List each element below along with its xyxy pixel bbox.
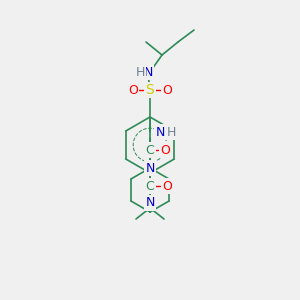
Text: O: O bbox=[128, 83, 138, 97]
Text: O: O bbox=[160, 143, 170, 157]
Text: H: H bbox=[135, 65, 145, 79]
Text: H: H bbox=[166, 125, 176, 139]
Text: N: N bbox=[145, 196, 155, 209]
Text: O: O bbox=[162, 83, 172, 97]
Text: N: N bbox=[155, 125, 165, 139]
Text: N: N bbox=[145, 161, 155, 175]
Text: N: N bbox=[143, 65, 153, 79]
Text: S: S bbox=[146, 83, 154, 97]
Text: C: C bbox=[146, 143, 154, 157]
Text: O: O bbox=[162, 179, 172, 193]
Text: C: C bbox=[146, 179, 154, 193]
